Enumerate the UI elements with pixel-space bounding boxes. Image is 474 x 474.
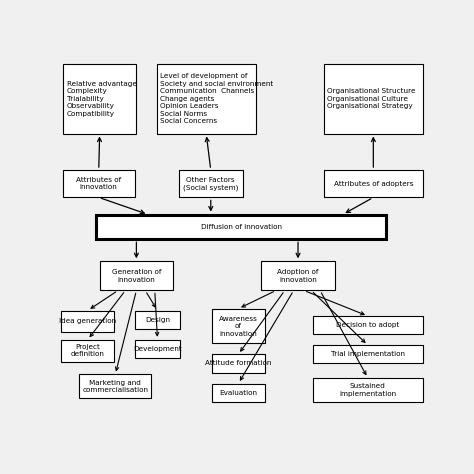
Text: Development: Development: [133, 346, 182, 352]
Bar: [156, 64, 256, 134]
Text: Sustained
implementation: Sustained implementation: [339, 383, 396, 397]
Bar: [212, 309, 265, 343]
Text: Relative advantage
Complexity
Trialability
Observability
Compatibility: Relative advantage Complexity Trialabili…: [66, 81, 137, 117]
Bar: [261, 261, 335, 291]
Text: Attributes of
innovation: Attributes of innovation: [76, 177, 121, 191]
Bar: [135, 340, 181, 358]
Text: Decision to adopt: Decision to adopt: [336, 322, 400, 328]
Text: Awareness
of
innovation: Awareness of innovation: [219, 316, 258, 337]
Bar: [324, 170, 423, 197]
Text: Idea generation: Idea generation: [59, 319, 116, 325]
Bar: [63, 64, 137, 134]
Text: Generation of
innovation: Generation of innovation: [112, 269, 161, 283]
Text: Attributes of adopters: Attributes of adopters: [334, 181, 413, 187]
Bar: [100, 261, 173, 291]
Bar: [61, 340, 114, 362]
Text: Adoption of
innovation: Adoption of innovation: [277, 269, 319, 283]
Bar: [179, 170, 243, 197]
Text: Diffusion of innovation: Diffusion of innovation: [201, 224, 282, 230]
Bar: [63, 170, 135, 197]
Bar: [212, 355, 265, 373]
Text: Marketing and
commercialisation: Marketing and commercialisation: [82, 380, 148, 393]
Bar: [212, 383, 265, 402]
Text: Design: Design: [145, 317, 170, 323]
Bar: [96, 215, 386, 239]
Bar: [313, 316, 423, 334]
Text: Evaluation: Evaluation: [219, 390, 257, 396]
Text: Level of development of
Society and social environment
Communication  Channels
C: Level of development of Society and soci…: [160, 73, 273, 124]
Bar: [324, 64, 423, 134]
Bar: [61, 310, 114, 332]
Text: Attitude formation: Attitude formation: [205, 360, 272, 366]
Text: Other Factors
(Social system): Other Factors (Social system): [183, 177, 238, 191]
Bar: [135, 310, 181, 329]
Text: Trial implementation: Trial implementation: [331, 351, 405, 357]
Bar: [80, 374, 151, 398]
Text: Organisational Structure
Organisational Culture
Organisational Strategy: Organisational Structure Organisational …: [328, 88, 416, 109]
Text: Project
definition: Project definition: [71, 344, 105, 357]
Bar: [313, 345, 423, 364]
Bar: [313, 378, 423, 402]
